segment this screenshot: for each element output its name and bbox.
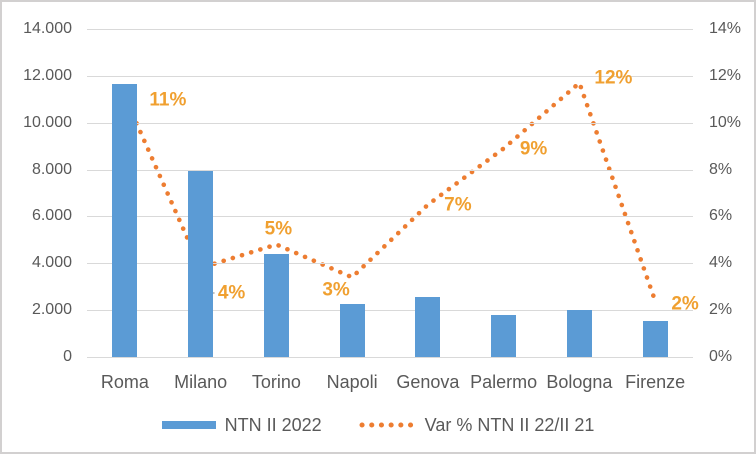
right-axis-tick-label: 10% [709,113,742,131]
legend-dotted-line-swatch [359,422,416,428]
right-axis-tick-label: 12% [709,66,742,84]
data-label-palermo: 9% [519,138,548,159]
category-label-palermo: Palermo [470,372,538,392]
gridline [87,216,693,218]
data-label-milano: 4% [217,282,246,304]
left-axis-tick-label: 4.000 [31,254,72,272]
right-axis-tick-label: 4% [709,254,733,272]
category-label-firenze: Firenze [625,372,686,392]
left-axis-tick-label: 6.000 [31,207,72,225]
legend: NTN II 2022 Var % NTN II 22/II 21 [2,413,754,437]
left-axis-tick-label: 12.000 [23,66,72,84]
right-axis-tick-label: 2% [709,301,733,319]
bar-bologna [566,310,592,357]
category-label-napoli: Napoli [326,372,378,392]
data-label-genova: 7% [444,194,472,216]
legend-label-bar-series: NTN II 2022 [224,414,322,435]
right-axis-tick-label: 8% [709,160,733,178]
gridline [87,310,693,312]
right-axis-tick-label: 0% [709,348,733,365]
bar-genova [415,297,441,357]
bar-palermo [491,314,517,357]
bar-roma [112,84,138,357]
bar-milano [188,170,214,357]
gridline [87,169,693,171]
category-label-bologna: Bologna [546,372,613,392]
gridline [87,75,693,77]
legend-bar-swatch [161,421,216,429]
category-label-milano: Milano [174,372,228,392]
data-label-bologna: 12% [594,67,633,89]
legend-label-line-series: Var % NTN II 22/II 21 [424,414,595,435]
right-axis-tick-label: 14% [709,20,742,37]
left-axis-tick-label: 8.000 [31,160,72,178]
left-axis-tick-label: 2.000 [31,301,72,319]
left-axis-tick-label: 0 [63,348,72,365]
category-label-roma: Roma [100,372,149,392]
gridline [87,263,693,265]
left-axis-tick-label: 14.000 [23,20,72,37]
data-label-roma: 11% [149,89,187,111]
gridline [87,29,693,30]
left-axis-tick-label: 10.000 [23,113,72,131]
right-axis-tick-label: 6% [709,207,733,225]
bar-firenze [642,320,668,357]
data-label-napoli: 3% [322,279,350,301]
bar-napoli [339,304,365,357]
gridline [87,357,693,358]
category-label-genova: Genova [396,372,460,392]
category-label-torino: Torino [251,372,301,392]
data-label-torino: 5% [264,218,293,239]
bar-torino [263,253,289,357]
gridline [87,122,693,124]
data-label-firenze: 2% [671,293,699,315]
